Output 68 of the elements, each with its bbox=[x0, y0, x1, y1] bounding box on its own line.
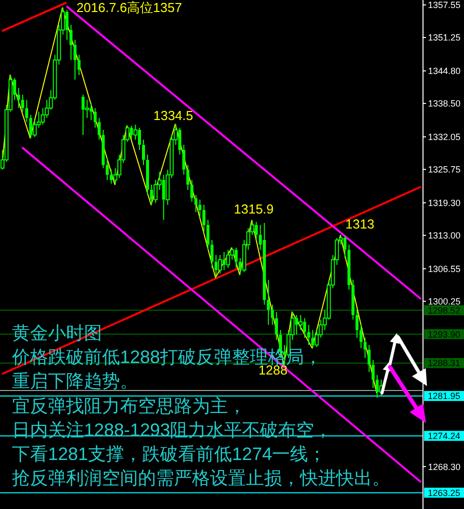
candlestick bbox=[146, 154, 150, 196]
candlestick bbox=[356, 309, 359, 338]
candlestick bbox=[254, 221, 258, 241]
candlestick bbox=[74, 39, 77, 80]
y-tick-label: 1351.25 bbox=[428, 32, 461, 43]
candlestick bbox=[138, 127, 141, 151]
candlestick bbox=[102, 129, 105, 169]
ref-line-label: 1263.25 bbox=[428, 488, 460, 498]
candlestick bbox=[262, 222, 266, 306]
data-label: 2016.7.6高位1357 bbox=[76, 0, 182, 15]
candlestick bbox=[206, 219, 210, 250]
candlestick bbox=[198, 199, 202, 218]
candlestick bbox=[210, 240, 214, 268]
candlestick bbox=[347, 244, 350, 290]
ref-line-label: 1298.52 bbox=[428, 305, 460, 316]
candlestick bbox=[29, 114, 32, 139]
candlestick bbox=[94, 108, 97, 128]
y-tick-label: 1332.05 bbox=[428, 132, 461, 142]
annotation: 抢反弹利润空间的需严格设置止损，快进快出。 bbox=[12, 467, 390, 490]
candlestick bbox=[360, 324, 363, 349]
candlestick bbox=[78, 54, 81, 76]
ref-line-label: 1281.95 bbox=[428, 391, 460, 402]
y-tick-label: 1306.55 bbox=[428, 264, 461, 274]
candlestick bbox=[311, 330, 314, 349]
candlestick bbox=[270, 304, 274, 326]
candlestick bbox=[182, 144, 186, 176]
candlestick bbox=[21, 94, 24, 112]
data-label: 1334.5 bbox=[153, 108, 194, 124]
candlestick bbox=[343, 235, 346, 259]
y-tick-label: 1338.50 bbox=[428, 98, 461, 109]
candlestick bbox=[351, 279, 354, 320]
ref-line-label: 1293.90 bbox=[428, 329, 460, 340]
candlestick bbox=[150, 184, 154, 206]
candlestick bbox=[106, 157, 109, 181]
y-tick-label: 1300.25 bbox=[428, 296, 461, 307]
candlestick bbox=[368, 344, 371, 372]
candlestick bbox=[65, 9, 68, 40]
candlestick bbox=[372, 360, 375, 388]
candlestick bbox=[82, 94, 85, 136]
candlestick bbox=[186, 164, 190, 190]
candlestick bbox=[98, 117, 101, 140]
y-tick-label: 1344.80 bbox=[428, 66, 461, 76]
y-tick-label: 1325.75 bbox=[428, 164, 461, 175]
ref-line-label: 1288.31 bbox=[428, 358, 460, 368]
annotation: 日内关注1288-1293阻力水平不破布空， bbox=[12, 418, 334, 442]
y-tick-label: 1357.55 bbox=[428, 0, 461, 10]
candlestick bbox=[214, 254, 218, 278]
y-tick-label: 1268.30 bbox=[428, 462, 461, 472]
candlestick bbox=[307, 324, 310, 346]
candlestick bbox=[69, 24, 72, 61]
data-label: 1315.9 bbox=[234, 201, 274, 216]
candlestick bbox=[194, 194, 198, 213]
y-tick-label: 1313.00 bbox=[428, 230, 461, 241]
candlestick bbox=[190, 180, 194, 202]
candlestick bbox=[266, 279, 270, 326]
annotation: 宜反弹找阻力布空思路为主， bbox=[12, 394, 247, 418]
candlestick bbox=[142, 139, 145, 166]
candlestick bbox=[376, 374, 379, 398]
annotation: 下看1281支撑，跌破看前低1274一线； bbox=[12, 443, 328, 466]
candlestick bbox=[364, 337, 367, 358]
candlestick bbox=[17, 87, 20, 109]
candlestick bbox=[202, 204, 206, 232]
y-tick-label: 1319.30 bbox=[428, 198, 461, 208]
candlestick bbox=[274, 311, 278, 340]
ref-line-label: 1274.24 bbox=[428, 431, 460, 442]
data-label: 1313 bbox=[345, 216, 374, 232]
candlestick bbox=[25, 99, 28, 123]
annotation: 重启下降趋势。 bbox=[12, 371, 138, 392]
